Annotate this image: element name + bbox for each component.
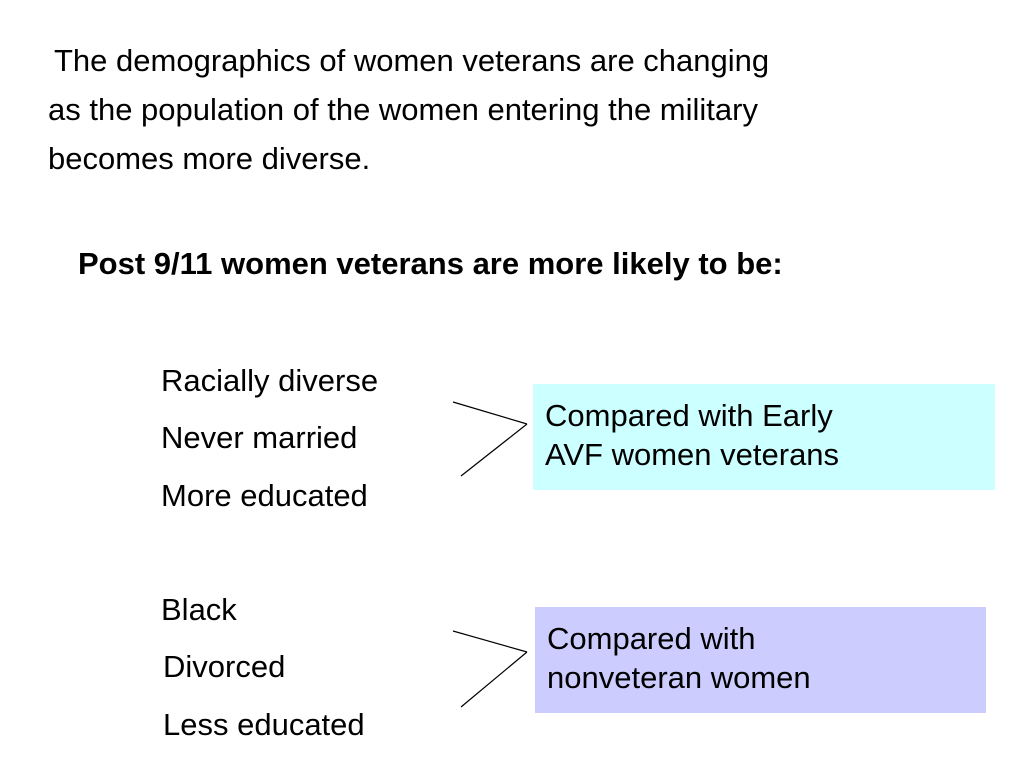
list-item-less-educated: Less educated <box>163 707 365 742</box>
intro-line: The demographics of women veterans are c… <box>54 43 770 78</box>
list-item-never-married: Never married <box>161 420 358 455</box>
list-item-black: Black <box>161 592 237 627</box>
comparison-box-nonveteran: Compared with nonveteran women <box>535 607 986 713</box>
comparison-box-early-avf: Compared with Early AVF women veterans <box>533 384 995 490</box>
bracket-connector-early-avf <box>452 401 528 477</box>
list-item-divorced: Divorced <box>163 649 286 684</box>
intro-line: as the population of the women entering … <box>48 92 758 127</box>
list-item-more-educated: More educated <box>161 478 368 513</box>
section-heading: Post 9/11 women veterans are more likely… <box>78 246 783 281</box>
comparison-line: Compared with Early <box>545 398 833 433</box>
intro-line: becomes more diverse. <box>48 141 371 176</box>
comparison-line: AVF women veterans <box>545 437 840 472</box>
bracket-connector-nonveteran <box>452 630 528 708</box>
intro-paragraph: The demographics of women veterans are c… <box>48 36 988 183</box>
comparison-line: nonveteran women <box>547 660 811 695</box>
list-item-racially-diverse: Racially diverse <box>161 363 379 398</box>
comparison-line: Compared with <box>547 621 756 656</box>
